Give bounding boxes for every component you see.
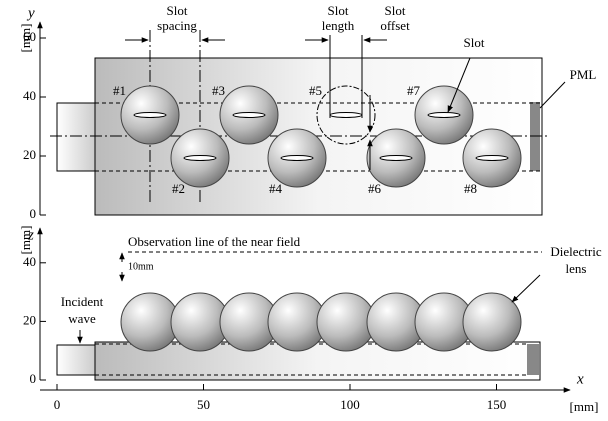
pml-pointer bbox=[540, 82, 565, 108]
slot bbox=[134, 113, 166, 118]
diagram: #1#2#3#4#5#6#7#8020406002040050100150y[m… bbox=[0, 0, 608, 421]
lens-side bbox=[317, 293, 375, 351]
lens-pointer bbox=[512, 275, 540, 302]
annotation: Dielectric bbox=[550, 244, 601, 259]
annotation: lens bbox=[566, 261, 587, 276]
axis-label: x bbox=[576, 371, 584, 387]
annotation: 10mm bbox=[128, 261, 154, 272]
slot-label: #2 bbox=[172, 181, 185, 196]
tick-label: 150 bbox=[487, 397, 507, 412]
axis-unit: [mm] bbox=[18, 226, 33, 255]
annotation: length bbox=[322, 18, 355, 33]
tick-label: 0 bbox=[30, 206, 37, 221]
slot bbox=[233, 113, 265, 118]
slot-label: #6 bbox=[368, 181, 382, 196]
annotation: PML bbox=[570, 67, 597, 82]
slot bbox=[281, 156, 313, 161]
annotation: offset bbox=[380, 18, 410, 33]
annotation: Slot bbox=[385, 3, 406, 18]
slot-label: #7 bbox=[407, 83, 421, 98]
slot-label: #4 bbox=[269, 181, 283, 196]
slot bbox=[184, 156, 216, 161]
slot bbox=[330, 113, 362, 118]
slot bbox=[428, 113, 460, 118]
tick-label: 50 bbox=[197, 397, 210, 412]
slot bbox=[476, 156, 508, 161]
axis-unit: [mm] bbox=[570, 399, 599, 414]
tick-label: 0 bbox=[54, 397, 61, 412]
lens-side bbox=[121, 293, 179, 351]
annotation: Slot bbox=[464, 35, 485, 50]
tick-label: 20 bbox=[23, 312, 36, 327]
tick-label: 0 bbox=[30, 371, 37, 386]
annotation: Incident bbox=[61, 294, 104, 309]
tick-label: 40 bbox=[23, 254, 36, 269]
slot-label: #3 bbox=[212, 83, 225, 98]
tick-label: 20 bbox=[23, 147, 36, 162]
slot-label: #8 bbox=[464, 181, 477, 196]
annotation: Slot bbox=[167, 3, 188, 18]
slot-label: #5 bbox=[309, 83, 322, 98]
axis-label: y bbox=[26, 5, 35, 21]
slot bbox=[380, 156, 412, 161]
axis-unit: [mm] bbox=[18, 24, 33, 53]
tick-label: 100 bbox=[340, 397, 360, 412]
slot-label: #1 bbox=[113, 83, 126, 98]
annotation: spacing bbox=[157, 18, 197, 33]
annotation: Observation line of the near field bbox=[128, 234, 301, 249]
tick-label: 40 bbox=[23, 88, 36, 103]
annotation: Slot bbox=[328, 3, 349, 18]
annotation: wave bbox=[68, 311, 96, 326]
